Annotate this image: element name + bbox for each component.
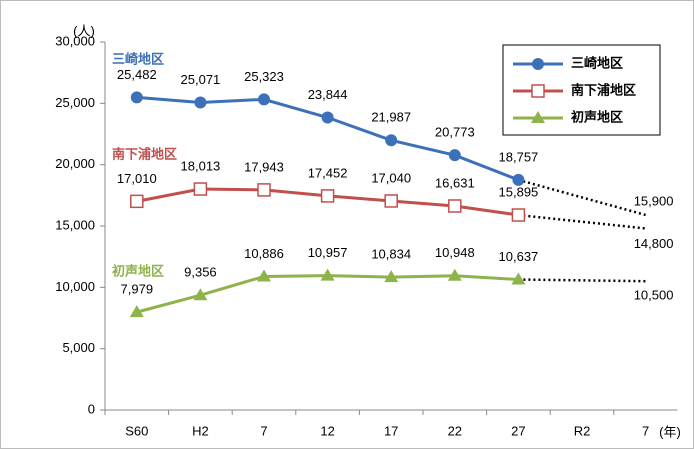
x-tick-label: H2 xyxy=(192,423,209,438)
data-label: 14,800 xyxy=(634,236,674,251)
legend-label: 初声地区 xyxy=(571,109,623,124)
data-label: 15,900 xyxy=(634,193,674,208)
x-tick-label: 27 xyxy=(511,423,525,438)
x-tick-label: 12 xyxy=(320,423,334,438)
data-label: 20,773 xyxy=(435,125,475,140)
data-label: 10,948 xyxy=(435,245,475,260)
data-label: 25,323 xyxy=(244,69,284,84)
marker xyxy=(193,182,208,196)
marker xyxy=(384,194,398,208)
y-axis-unit: (人) xyxy=(73,23,95,38)
y-tick-label: 0 xyxy=(88,401,95,416)
data-label: 9,356 xyxy=(184,265,217,280)
data-label: 25,482 xyxy=(117,67,157,82)
x-tick-label: 7 xyxy=(260,423,267,438)
data-label: 15,895 xyxy=(499,184,539,199)
legend-label: 南下浦地区 xyxy=(571,82,636,97)
data-label: 23,844 xyxy=(308,87,348,102)
data-label: 17,943 xyxy=(244,159,284,174)
x-tick-label: 17 xyxy=(384,423,398,438)
marker xyxy=(511,208,526,222)
data-label: 10,500 xyxy=(634,288,674,303)
series-label: 南下浦地区 xyxy=(112,146,177,161)
legend-marker xyxy=(531,111,545,123)
marker xyxy=(384,270,399,283)
y-tick-label: 20,000 xyxy=(55,156,95,171)
x-tick-label: 22 xyxy=(448,423,462,438)
marker xyxy=(447,268,462,281)
data-label: 18,757 xyxy=(499,149,539,164)
legend-label: 三崎地区 xyxy=(571,55,623,70)
data-label: 10,637 xyxy=(499,249,539,264)
legend-marker xyxy=(532,58,544,70)
projection-line xyxy=(518,178,646,217)
x-axis-unit: (年) xyxy=(659,424,681,439)
marker xyxy=(321,111,334,124)
series-label: 初声地区 xyxy=(112,263,164,278)
data-label: 7,979 xyxy=(121,282,154,297)
marker xyxy=(511,272,526,285)
y-tick-label: 25,000 xyxy=(55,95,95,110)
data-label: 17,010 xyxy=(117,171,157,186)
marker xyxy=(193,288,208,301)
data-label: 10,886 xyxy=(244,246,284,261)
data-label: 25,071 xyxy=(181,72,221,87)
x-tick-label: S60 xyxy=(125,423,148,438)
legend-marker xyxy=(531,84,545,98)
projection-line xyxy=(518,213,646,230)
data-label: 17,040 xyxy=(371,170,411,185)
y-tick-label: 30,000 xyxy=(55,33,95,48)
x-tick-label: R2 xyxy=(574,423,591,438)
marker xyxy=(257,269,271,282)
data-label: 18,013 xyxy=(181,158,221,173)
marker xyxy=(194,96,207,109)
marker xyxy=(129,305,144,318)
marker xyxy=(512,173,525,186)
y-tick-label: 5,000 xyxy=(62,340,95,355)
data-label: 10,957 xyxy=(308,245,348,260)
x-tick-label: 7 xyxy=(642,423,649,438)
data-label: 10,834 xyxy=(371,247,411,262)
data-label: 17,452 xyxy=(308,165,348,180)
marker xyxy=(320,268,335,281)
marker xyxy=(258,93,270,106)
y-tick-label: 15,000 xyxy=(55,217,95,232)
marker xyxy=(448,199,462,213)
marker xyxy=(130,194,144,209)
series-label: 三崎地区 xyxy=(112,51,164,66)
y-tick-label: 10,000 xyxy=(55,279,95,294)
marker xyxy=(130,91,143,104)
data-label: 21,987 xyxy=(371,110,411,125)
marker xyxy=(320,189,335,203)
data-label: 16,631 xyxy=(435,175,475,190)
marker xyxy=(385,134,398,147)
marker xyxy=(257,183,271,197)
projection-line xyxy=(518,278,646,283)
marker xyxy=(448,149,461,162)
